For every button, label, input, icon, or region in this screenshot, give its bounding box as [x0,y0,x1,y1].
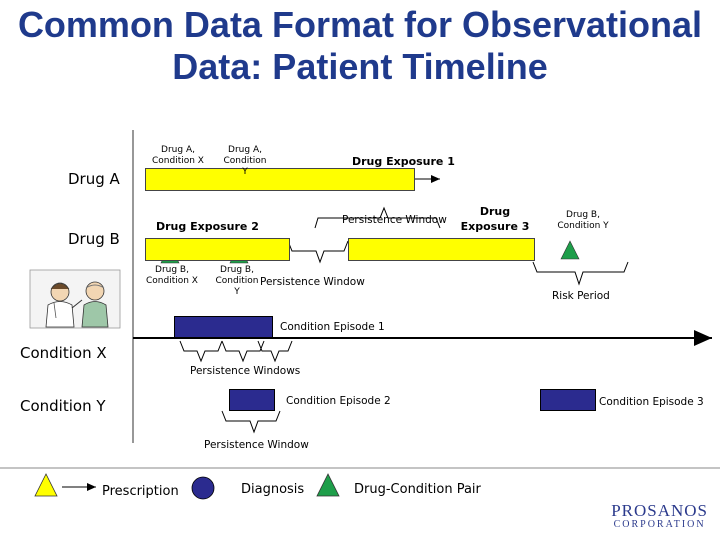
row-label-drug-b: Drug B [68,230,120,248]
drug-exposure-2-bar [145,238,290,261]
drug-a-condition-y-label: Drug A, Condition Y [223,145,267,177]
legend-diagnosis-label: Diagnosis [241,482,305,497]
prosanos-logo: PROSANOS CORPORATION [611,501,708,532]
condition-episode-1-block [174,316,273,338]
persistence-window-brace-a [314,206,441,229]
drug-b-condition-x-label: Drug B, Condition X [146,265,198,286]
row-label-condition-x: Condition X [20,344,107,362]
condition-episode-2-block [229,389,275,411]
condition-episode-3-block [540,389,596,411]
legend-drug-condition-pair-label: Drug-Condition Pair [354,482,481,497]
drug-exposure-1-bar [145,168,415,191]
risk-period-label: Risk Period [552,290,610,302]
persistence-window-label-a: Persistence Window [342,214,447,226]
condition-episode-1-label: Condition Episode 1 [280,321,385,333]
persistence-windows-brace-2 [221,340,265,363]
drug-b-condition-y-label: Drug B, Condition Y [215,265,259,297]
drug-exposure-1-label: Drug Exposure 1 [352,155,455,168]
risk-period-brace [532,261,629,286]
persistence-windows-brace-3 [257,340,293,363]
legend-drug-condition-pair-triangle [316,473,340,497]
legend-diagnosis-circle [191,476,215,500]
logo-line-1: PROSANOS [611,501,708,520]
legend-prescription-triangle [34,473,58,497]
persistence-window-brace-b [287,240,349,264]
logo-line-2: CORPORATION [613,519,706,530]
persistence-window-brace-y [221,410,281,434]
condition-episode-2-label: Condition Episode 2 [286,395,391,407]
drug-b-condition-y-pair-triangle-2 [560,240,580,260]
page-title: Common Data Format for Observational Dat… [17,4,703,87]
doctor-patient-illustration [29,269,121,329]
drug-exposure-3-bar [348,238,535,261]
persistence-windows-brace-1 [179,340,223,363]
persistence-windows-label: Persistence Windows [190,365,301,377]
persistence-window-label-y: Persistence Window [204,439,309,451]
drug-a-condition-x-label: Drug A, Condition X [152,145,204,166]
drug-exposure-3-label: Drug Exposure 3 [460,205,530,233]
persistence-window-label-b: Persistence Window [260,276,365,288]
row-label-condition-y: Condition Y [20,397,106,415]
drug-exposure-2-label: Drug Exposure 2 [156,220,259,233]
drug-b-condition-y-label-2: Drug B, Condition Y [557,210,609,231]
row-label-drug-a: Drug A [68,170,120,188]
condition-episode-3-label: Condition Episode 3 [599,396,704,408]
legend-prescription-label: Prescription [102,484,179,499]
